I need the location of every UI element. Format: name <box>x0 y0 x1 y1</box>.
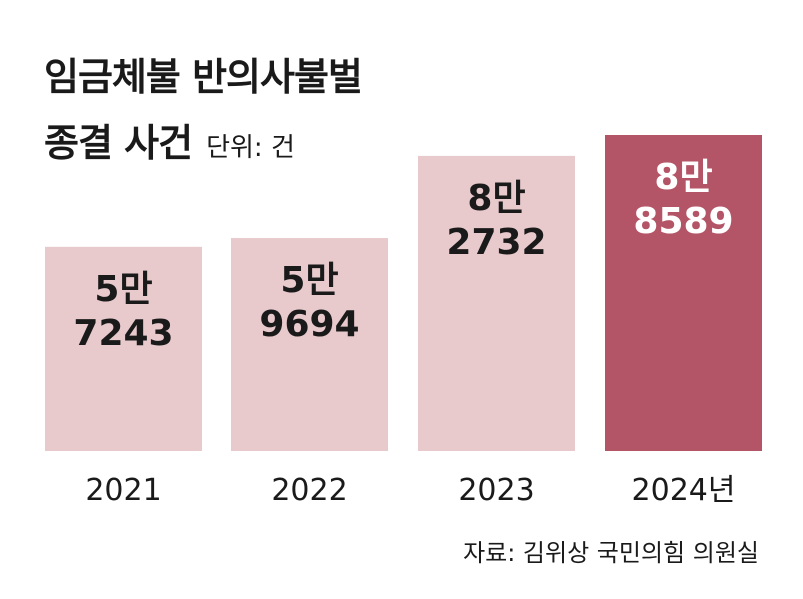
bar-2021 <box>45 246 202 451</box>
bar-2024년 <box>605 135 762 451</box>
source-note: 자료: 김위상 국민의힘 의원실 <box>463 539 759 567</box>
data-label-2024년-line-1: 8만 <box>654 157 712 198</box>
chart-title-line-2-text: 종결 사건 <box>44 121 193 165</box>
category-label-2024년: 2024년 <box>632 473 736 508</box>
category-label-2023: 2023 <box>458 473 534 508</box>
chart-title-line-2: 종결 사건 단위: 건 <box>44 112 295 167</box>
category-label-2021: 2021 <box>85 473 161 508</box>
data-label-2023-line-2: 2732 <box>446 222 546 263</box>
data-label-2022-line-1: 5만 <box>280 260 338 301</box>
data-label-2021-line-1: 5만 <box>94 269 152 310</box>
bar-2022 <box>231 238 388 451</box>
bar-chart: 5만724320215만969420228만273220238만85892024… <box>45 135 762 508</box>
bar-2023 <box>418 155 575 451</box>
data-label-2023-line-1: 8만 <box>467 178 525 219</box>
data-label-2024년-line-2: 8589 <box>633 201 733 242</box>
chart-title-line-1: 임금체불 반의사불벌 <box>44 55 363 99</box>
data-label-2021-line-2: 7243 <box>73 313 173 354</box>
category-label-2022: 2022 <box>271 473 347 508</box>
unit-label: 단위: 건 <box>206 133 295 163</box>
data-label-2022-line-2: 9694 <box>259 304 359 345</box>
